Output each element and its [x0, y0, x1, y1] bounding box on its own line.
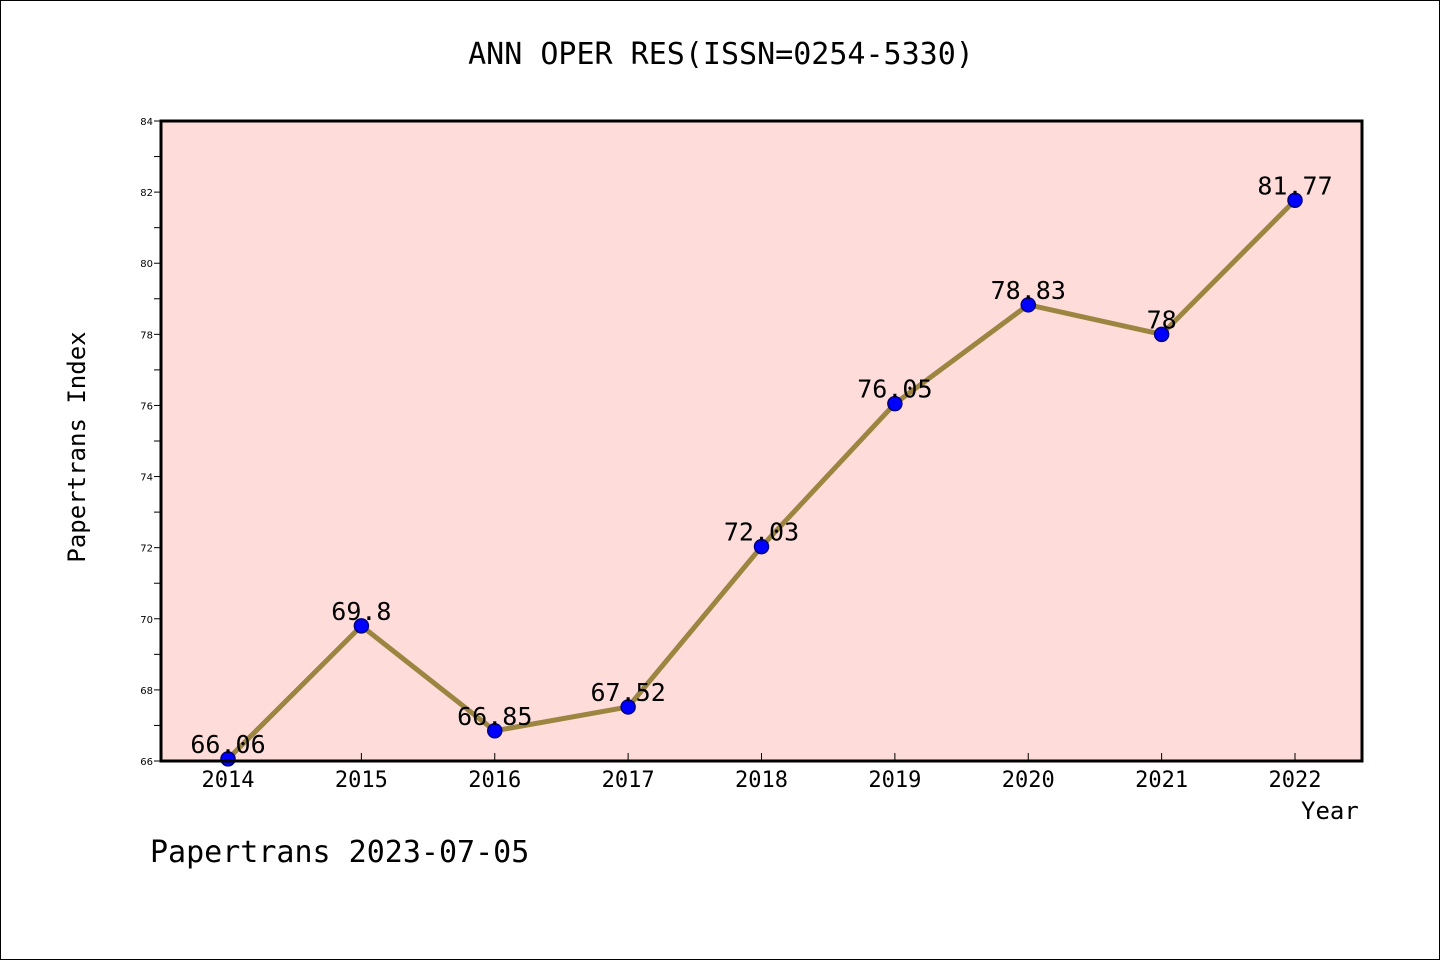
- data-label: 78: [1147, 305, 1177, 334]
- x-tick-label: 2019: [868, 768, 921, 793]
- data-label: 69.8: [331, 597, 391, 626]
- x-tick-label: 2016: [468, 768, 521, 793]
- y-tick-label: 70: [140, 615, 153, 626]
- plot-area: [161, 121, 1362, 761]
- y-tick-label: 76: [140, 401, 153, 412]
- y-tick-label: 82: [140, 188, 153, 199]
- data-point: [1287, 192, 1303, 209]
- x-tick-label: 2015: [335, 768, 388, 793]
- data-label: 78.83: [991, 276, 1066, 305]
- y-tick-label: 72: [140, 544, 153, 555]
- data-point: [887, 395, 903, 412]
- data-point: [620, 699, 636, 715]
- y-tick-label: 84: [140, 117, 153, 128]
- x-tick-label: 2014: [202, 768, 255, 793]
- data-point: [753, 538, 770, 555]
- series-points-group: [220, 192, 1303, 767]
- y-tick-label: 66: [140, 757, 153, 768]
- y-axis-ticks: 66 68 70 72 74 76 78 80 82 84: [140, 117, 161, 768]
- data-point: [353, 618, 370, 634]
- y-tick-label: 80: [140, 259, 153, 270]
- x-axis-label: Year: [1301, 797, 1359, 825]
- y-tick-label: 68: [140, 686, 153, 697]
- y-tick-label: 78: [140, 330, 153, 341]
- x-tick-label: 2018: [735, 768, 788, 793]
- data-point: [487, 723, 503, 739]
- plot-border: [159, 119, 1364, 763]
- x-tick-label: 2020: [1002, 768, 1055, 793]
- x-tick-label: 2021: [1135, 768, 1188, 793]
- data-label: 67.52: [590, 678, 665, 707]
- y-tick-label: 74: [140, 473, 153, 484]
- data-point: [1153, 326, 1170, 343]
- data-point: [1020, 297, 1036, 313]
- x-axis-ticks: 2014 2015 2016 2017 2018 2019 2020 2021 2022: [202, 753, 1322, 793]
- data-labels-group: 66.06 69.8 66.85 67.52 72.03 76.05 78.83 78 81.7…: [190, 171, 1332, 759]
- data-label: 81.77: [1257, 171, 1332, 200]
- data-label: 66.06: [190, 730, 265, 759]
- x-tick-label: 2017: [602, 768, 655, 793]
- data-label: 72.03: [724, 518, 799, 547]
- x-tick-label: 2022: [1269, 768, 1322, 793]
- footer-watermark: Papertrans 2023-07-05: [150, 835, 530, 870]
- data-label: 66.85: [457, 702, 532, 731]
- data-label: 76.05: [857, 375, 932, 404]
- chart-title: ANN OPER RES(ISSN=0254-5330): [468, 37, 974, 72]
